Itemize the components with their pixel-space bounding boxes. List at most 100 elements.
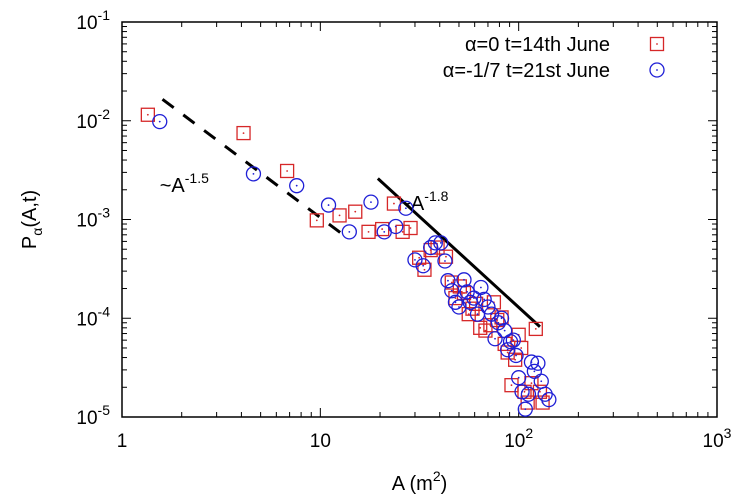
data-point-circle: [363, 194, 379, 210]
data-point-square: [348, 204, 363, 219]
data-point-circle: [245, 166, 262, 182]
data-point-square: [473, 320, 488, 335]
data-point-square-dot: [484, 329, 487, 332]
data-point-square-dot: [479, 326, 482, 329]
data-point-square-dot: [381, 228, 384, 230]
data-point-circle: [520, 386, 537, 402]
data-point-circle-dot: [158, 120, 161, 123]
data-point-square: [403, 220, 418, 236]
data-point-circle: [427, 235, 443, 251]
data-point-square-dot: [393, 202, 395, 205]
data-point-circle-dot: [527, 393, 530, 396]
data-point-circle: [476, 291, 492, 308]
data-point-square: [412, 250, 427, 265]
data-point-square-dot: [520, 347, 523, 349]
guide-line-dashed: [161, 98, 351, 241]
data-point-square-dot: [286, 170, 289, 172]
data-point-square-dot: [514, 358, 517, 361]
legend-marker-square: [649, 36, 665, 52]
data-point-square: [444, 275, 459, 290]
data-point-square: [309, 213, 324, 228]
y-tick-label: 10-5: [76, 402, 110, 429]
y-axis-label: Pα(A,t): [19, 190, 45, 249]
data-point-circle-dot: [439, 241, 442, 244]
data-point-circle: [493, 310, 510, 326]
y-tick-label: 10-4: [76, 303, 110, 330]
data-point-circle: [487, 331, 503, 347]
data-point-circle-dot: [517, 376, 520, 379]
data-point-circle-dot: [503, 329, 506, 332]
legend-marker-square-dot: [656, 43, 658, 45]
data-point-square-dot: [523, 390, 526, 393]
legend-label: α=0 t=14th June: [465, 34, 610, 56]
data-point-square-dot: [409, 227, 412, 229]
data-point-circle-dot: [479, 286, 482, 289]
data-point-circle: [451, 299, 467, 315]
data-point-circle-dot: [383, 230, 386, 233]
data-point-circle-dot: [252, 172, 255, 175]
data-point-circle: [320, 197, 337, 213]
data-point-circle: [447, 294, 464, 310]
annotation-1: ~A-1.5: [160, 170, 209, 197]
data-point-square: [279, 163, 295, 179]
x-tick-label: 1: [117, 431, 128, 452]
data-point-circle-dot: [473, 297, 475, 299]
data-point-circle-dot: [476, 313, 479, 316]
data-point-circle-dot: [370, 201, 372, 204]
data-point-square-dot: [530, 382, 533, 385]
data-point-square-dot: [367, 230, 370, 233]
data-point-circle-dot: [515, 354, 517, 357]
data-point-square-dot: [315, 219, 318, 222]
y-tick-label: 10-2: [76, 106, 110, 133]
data-point-circle: [289, 178, 305, 194]
data-point-circle-dot: [490, 313, 493, 316]
data-point-circle-dot: [444, 260, 446, 262]
data-point-circle: [398, 200, 414, 216]
legend-marker-circle: [649, 62, 665, 78]
data-point-square: [478, 323, 493, 338]
legend-marker-circle-dot: [656, 69, 658, 71]
data-point-square-dot: [418, 256, 421, 259]
data-point-circle: [473, 279, 489, 296]
data-point-square: [236, 125, 251, 141]
data-point-square-dot: [423, 268, 426, 271]
data-point-square: [140, 107, 155, 122]
data-point-circle: [480, 299, 496, 315]
data-point-circle-dot: [466, 290, 469, 293]
data-point-circle: [444, 283, 460, 299]
plot-area: 1 10 102 103 10-5 10-4 10-3 10-2 10-1 A (m2) Pα(A,…: [19, 7, 732, 495]
data-point-square: [524, 376, 539, 391]
data-point-circle: [341, 224, 357, 240]
data-point-circle-dot: [458, 306, 460, 308]
data-point-circle: [530, 355, 546, 371]
data-point-circle: [433, 235, 449, 251]
data-point-circle: [437, 253, 453, 269]
data-point-circle-dot: [540, 380, 543, 383]
data-point-square: [528, 321, 543, 337]
data-point-square-dot: [242, 132, 245, 134]
data-point-circle-dot: [450, 289, 453, 292]
data-point-square-dot: [146, 113, 149, 116]
data-point-square-dot: [510, 384, 513, 387]
data-point-circle: [511, 370, 527, 386]
data-point-circle: [152, 113, 168, 130]
data-point-circle: [407, 252, 423, 268]
data-point-circle: [502, 333, 519, 350]
data-point-circle-dot: [494, 337, 496, 340]
x-tick-label: 102: [504, 425, 533, 452]
data-point-circle-dot: [524, 408, 527, 411]
guide-line-solid: [376, 177, 541, 328]
data-point-circle: [388, 218, 404, 235]
x-tick-label: 103: [703, 425, 732, 452]
data-point-circle: [541, 391, 557, 408]
data-point-circle-dot: [463, 278, 465, 281]
data-point-circle-dot: [497, 321, 500, 324]
data-point-square: [461, 307, 476, 322]
data-point-square-dot: [450, 281, 453, 284]
data-point-circle: [466, 290, 482, 306]
data-point-circle: [500, 342, 516, 358]
data-point-circle: [514, 384, 530, 400]
data-point-circle: [456, 272, 472, 288]
data-point-circle: [423, 239, 439, 256]
data-point-circle-dot: [509, 340, 512, 343]
